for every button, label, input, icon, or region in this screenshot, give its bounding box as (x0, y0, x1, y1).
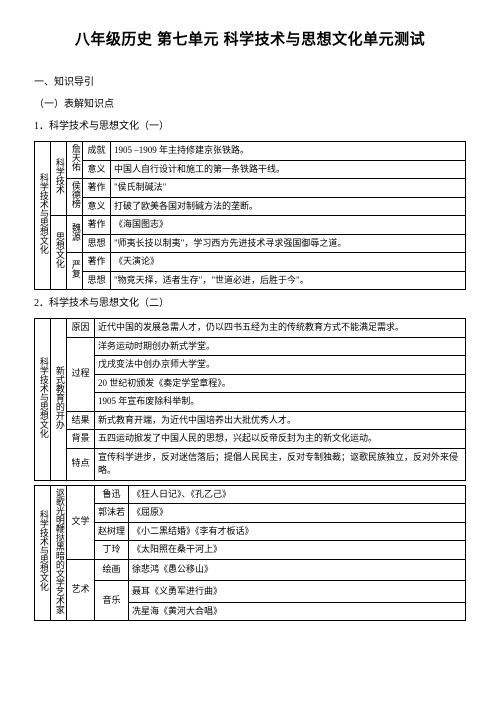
cell-key: 成就 (83, 142, 111, 161)
cell-value: 1905 年宣布废除科举制。 (95, 393, 466, 412)
table-row: 思想文化 魏源 著作 《海国图志》 (35, 216, 466, 235)
table-row: 思想 "物竞天择，适者生存"，"世道必进，后胜于今"。 (35, 271, 466, 290)
cell-key: 著作 (83, 253, 111, 272)
table-row: 意义 中国人自行设计和施工的第一条铁路干线。 (35, 160, 466, 179)
cell-value: 戊戌变法中创办京师大学堂。 (95, 356, 466, 375)
axis-label: 科学技术与思想文化 (35, 319, 51, 481)
cell-key: 著作 (83, 179, 111, 198)
table-2b: 科学技术与思想文化 讴歌光明鞭挞黑暗的文学艺术家 文学 鲁迅 《狂人日记》、《孔… (34, 485, 466, 622)
table-row: 科学技术与思想文化 新式教育的开办 原因 近代中国的发展急需人才，仍以四书五经为… (35, 319, 466, 338)
table-row: 背景 五四运动掀发了中国人民的思想，兴起以反帝反封为主的新文化运动。 (35, 430, 466, 449)
cell-value: "侯氏制碱法" (111, 179, 466, 198)
group-label: 科学技术 (51, 142, 67, 216)
table-row: 意义 打破了欧美各国对制碱方法的垄断。 (35, 197, 466, 216)
table-row: 1905 年宣布废除科举制。 (35, 393, 466, 412)
table-row: 严复 著作 《天演论》 (35, 253, 466, 272)
category-label: 艺术 (67, 559, 95, 621)
cell-value: 《海国图志》 (111, 216, 466, 235)
cell-key: 音乐 (95, 581, 129, 621)
cell-value: 徐悲鸿《愚公移山》 (129, 559, 466, 581)
cell-value: 近代中国的发展急需人才，仍以四书五经为主的传统教育方式不能满足需求。 (95, 319, 466, 338)
cell-value: 《太阳照在桑干河上》 (129, 541, 466, 560)
table-row: 思想 "师夷长技以制夷"，学习西方先进技术寻求强国御辱之道。 (35, 234, 466, 253)
table-1: 科学技术与思想文化 科学技术 詹天佑 成就 1905 –1909 年主持修建京张… (34, 141, 466, 290)
cell-value: 宣传科学进步，反对迷信落后；提倡人民民主，反对专制独裁；讴歌民族独立，反对外来侵… (95, 448, 466, 480)
table-row: 赵树理 《小二黑结婚》《李有才板话》 (35, 522, 466, 541)
table-row: 科学技术与思想文化 讴歌光明鞭挞黑暗的文学艺术家 文学 鲁迅 《狂人日记》、《孔… (35, 485, 466, 504)
cell-key: 赵树理 (95, 522, 129, 541)
table-row: 特点 宣传科学进步，反对迷信落后；提倡人民民主，反对专制独裁；讴歌民族独立，反对… (35, 448, 466, 480)
cell-value: "师夷长技以制夷"，学习西方先进技术寻求强国御辱之道。 (111, 234, 466, 253)
person-label: 严复 (67, 253, 83, 290)
table-row: 艺术 绘画 徐悲鸿《愚公移山》 (35, 559, 466, 581)
cell-key: 背景 (67, 430, 95, 449)
heading-1-sub: （一）表解知识点 (34, 97, 466, 113)
table-row: 过程 洋务运动时期创办新式学堂。 (35, 337, 466, 356)
page: 八年级历史 第七单元 科学技术与思想文化单元测试 一、知识导引 （一）表解知识点… (0, 0, 500, 641)
person-label: 詹天佑 (67, 142, 83, 179)
cell-value: 20 世纪初颁发《奏定学堂章程》。 (95, 374, 466, 393)
person-label: 侯德榜 (67, 179, 83, 216)
page-title: 八年级历史 第七单元 科学技术与思想文化单元测试 (34, 28, 466, 49)
cell-key: 特点 (67, 448, 95, 480)
cell-key: 思想 (83, 234, 111, 253)
cell-value: 洋务运动时期创办新式学堂。 (95, 337, 466, 356)
cell-value: 五四运动掀发了中国人民的思想，兴起以反帝反封为主的新文化运动。 (95, 430, 466, 449)
heading-table-1: 1．科学技术与思想文化（一） (34, 119, 466, 135)
axis-label: 科学技术与思想文化 (35, 485, 51, 621)
cell-value: 1905 –1909 年主持修建京张铁路。 (111, 142, 466, 161)
table-row: 科学技术与思想文化 科学技术 詹天佑 成就 1905 –1909 年主持修建京张… (35, 142, 466, 161)
cell-key: 丁玲 (95, 541, 129, 560)
cell-value: 新式教育开端，为近代中国培养出大批优秀人才。 (95, 411, 466, 430)
cell-value: 《天演论》 (111, 253, 466, 272)
table-2a: 科学技术与思想文化 新式教育的开办 原因 近代中国的发展急需人才，仍以四书五经为… (34, 318, 466, 481)
cell-key: 思想 (83, 271, 111, 290)
cell-value: 聂耳《义勇军进行曲》 (129, 581, 466, 603)
cell-key: 意义 (83, 197, 111, 216)
cell-key: 著作 (83, 216, 111, 235)
cell-value: 《狂人日记》、《孔乙己》 (129, 485, 466, 504)
table-row: 郭沫若 《屈原》 (35, 504, 466, 523)
cell-key: 绘画 (95, 559, 129, 581)
group-label: 新式教育的开办 (51, 319, 67, 481)
table-row: 20 世纪初颁发《奏定学堂章程》。 (35, 374, 466, 393)
cell-value: 中国人自行设计和施工的第一条铁路干线。 (111, 160, 466, 179)
cell-key: 过程 (67, 337, 95, 411)
table-row: 丁玲 《太阳照在桑干河上》 (35, 541, 466, 560)
cell-key: 结果 (67, 411, 95, 430)
person-label: 魏源 (67, 216, 83, 253)
table-row: 音乐 聂耳《义勇军进行曲》 (35, 581, 466, 603)
cell-key: 意义 (83, 160, 111, 179)
cell-key: 郭沫若 (95, 504, 129, 523)
heading-table-2: 2．科学技术与思想文化（二） (34, 296, 466, 312)
table-row: 结果 新式教育开端，为近代中国培养出大批优秀人才。 (35, 411, 466, 430)
cell-value: "物竞天择，适者生存"，"世道必进，后胜于今"。 (111, 271, 466, 290)
axis-label: 科学技术与思想文化 (35, 142, 51, 290)
heading-1: 一、知识导引 (34, 75, 466, 91)
group-label: 讴歌光明鞭挞黑暗的文学艺术家 (51, 485, 67, 621)
cell-value: 《小二黑结婚》《李有才板话》 (129, 522, 466, 541)
group-label: 思想文化 (51, 216, 67, 290)
cell-value: 《屈原》 (129, 504, 466, 523)
cell-value: 冼星海《黄河大合唱》 (129, 602, 466, 621)
cell-value: 打破了欧美各国对制碱方法的垄断。 (111, 197, 466, 216)
table-row: 戊戌变法中创办京师大学堂。 (35, 356, 466, 375)
category-label: 文学 (67, 485, 95, 559)
cell-key: 原因 (67, 319, 95, 338)
cell-key: 鲁迅 (95, 485, 129, 504)
table-row: 侯德榜 著作 "侯氏制碱法" (35, 179, 466, 198)
